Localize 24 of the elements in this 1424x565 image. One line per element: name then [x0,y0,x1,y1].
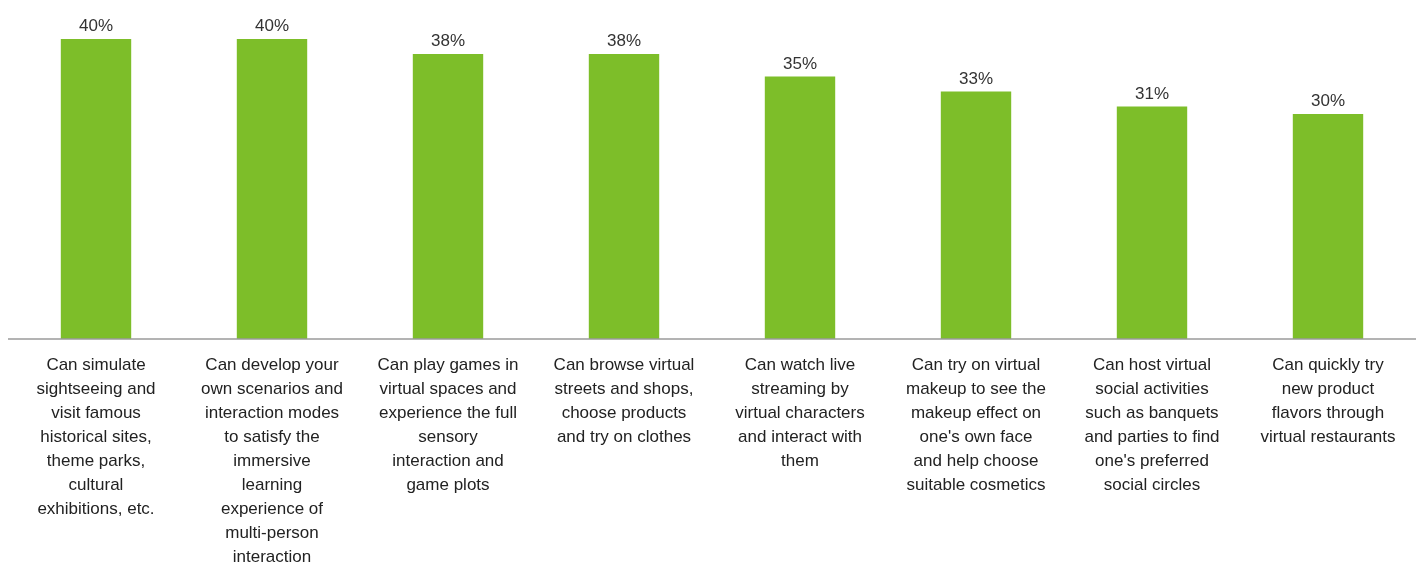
bar [588,54,660,339]
data-label: 38% [606,31,642,50]
x-tick-label: Can watch live streaming by virtual characters and interact with them [735,355,865,470]
category-label: Can develop your own scenarios and interaction modes to satisfy the immersive learning experience of multi-person interaction [201,355,343,565]
bar [764,76,836,339]
x-tick-label: Can browse virtual streets and shops, choose products and try on clothes [553,355,695,446]
x-tick-label: Can quickly try new product flavors through virtual restaurants [1260,355,1396,446]
bar [412,54,484,339]
data-label: 35% [782,53,818,73]
x-tick-label: Can play games in virtual spaces and experience the full sensory interaction and game plots [377,355,519,494]
data-label: 30% [1310,91,1346,110]
bar [1292,114,1364,339]
data-label: 33% [958,68,994,88]
bar [60,39,132,339]
bar [236,39,308,339]
data-label: 31% [1134,83,1170,103]
data-label: 38% [430,31,466,50]
x-tick-label: Can host virtual social activities such as banquets and parties to find one's preferred social circles [1084,355,1220,494]
bar [1116,106,1188,339]
x-tick-label: Can try on virtual makeup to see the makeup effect on one's own face and help choose suitable cosmetics [906,355,1046,494]
data-label: 40% [78,16,114,35]
bar [940,91,1012,339]
data-label: 40% [254,16,290,35]
x-tick-label: Can simulate sightseeing and visit famous historical sites, theme parks, cultural exhibitions, etc. [36,355,156,518]
